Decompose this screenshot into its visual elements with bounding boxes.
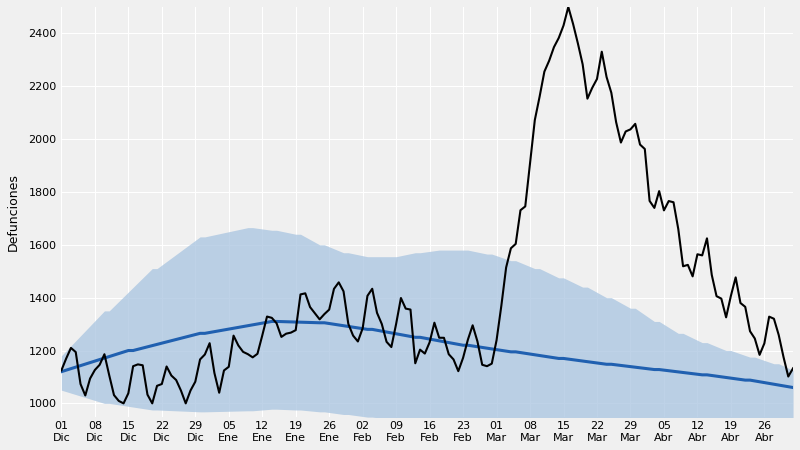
Y-axis label: Defunciones: Defunciones: [7, 173, 20, 251]
